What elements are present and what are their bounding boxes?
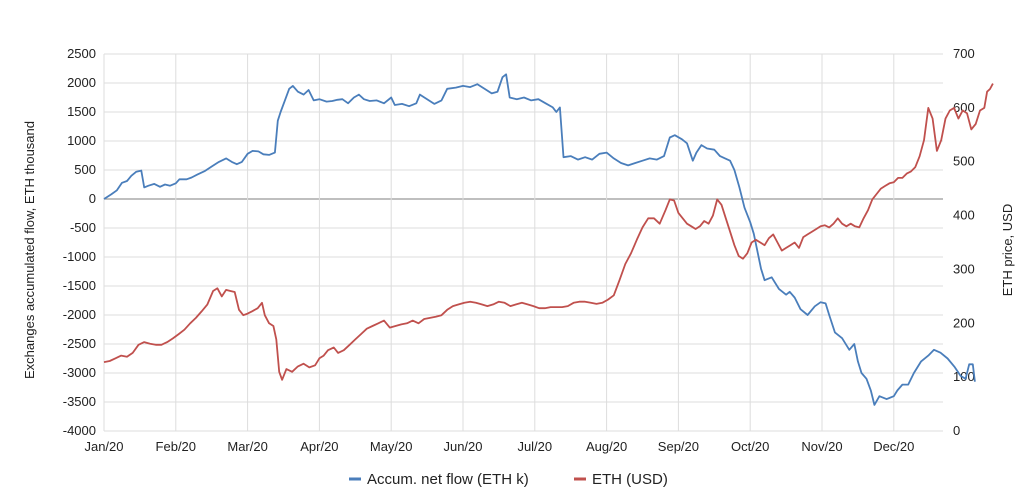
y-tick-label: -3000 — [63, 365, 96, 380]
series-lines — [103, 73, 994, 406]
series-line-eth-price — [103, 83, 994, 381]
y2-tick-label: 0 — [953, 423, 960, 438]
x-tick-label: Apr/20 — [300, 439, 338, 454]
y-tick-label: -1500 — [63, 278, 96, 293]
y2-tick-label: 500 — [953, 154, 975, 169]
x-tick-label: May/20 — [370, 439, 413, 454]
y-tick-label: -1000 — [63, 249, 96, 264]
x-tick-label: Sep/20 — [658, 439, 699, 454]
y-axis-title: Exchanges accumulated flow, ETH thousand — [22, 121, 37, 379]
y2-tick-label: 700 — [953, 46, 975, 61]
grid — [103, 53, 943, 432]
y2-axis-title: ETH price, USD — [1000, 204, 1015, 296]
x-tick-label: Jun/20 — [443, 439, 482, 454]
axes: 25002000150010005000-500-1000-1500-2000-… — [63, 46, 975, 454]
y2-tick-label: 600 — [953, 100, 975, 115]
y-tick-label: 2000 — [67, 75, 96, 90]
x-tick-label: Nov/20 — [801, 439, 842, 454]
y-tick-label: -2500 — [63, 336, 96, 351]
legend: Accum. net flow (ETH k) ETH (USD) — [349, 471, 668, 488]
y2-tick-label: 200 — [953, 315, 975, 330]
y2-tick-label: 300 — [953, 261, 975, 276]
y-tick-label: 2500 — [67, 46, 96, 61]
x-tick-label: Mar/20 — [227, 439, 267, 454]
y-tick-label: 1000 — [67, 133, 96, 148]
y-tick-label: -500 — [70, 220, 96, 235]
x-tick-label: Feb/20 — [156, 439, 196, 454]
x-tick-label: Jul/20 — [517, 439, 552, 454]
y-tick-label: -2000 — [63, 307, 96, 322]
y-tick-label: 500 — [74, 162, 96, 177]
series-line-net-flow — [103, 73, 976, 406]
y2-tick-label: 100 — [953, 369, 975, 384]
x-tick-label: Oct/20 — [731, 439, 769, 454]
y2-tick-label: 400 — [953, 208, 975, 223]
y-tick-label: 1500 — [67, 104, 96, 119]
y-tick-label: 0 — [89, 191, 96, 206]
x-tick-label: Aug/20 — [586, 439, 627, 454]
legend-label: Accum. net flow (ETH k) — [367, 471, 529, 488]
y-tick-label: -4000 — [63, 423, 96, 438]
y-tick-label: -3500 — [63, 394, 96, 409]
x-tick-label: Jan/20 — [84, 439, 123, 454]
legend-label: ETH (USD) — [592, 471, 668, 488]
x-tick-label: Dec/20 — [873, 439, 914, 454]
